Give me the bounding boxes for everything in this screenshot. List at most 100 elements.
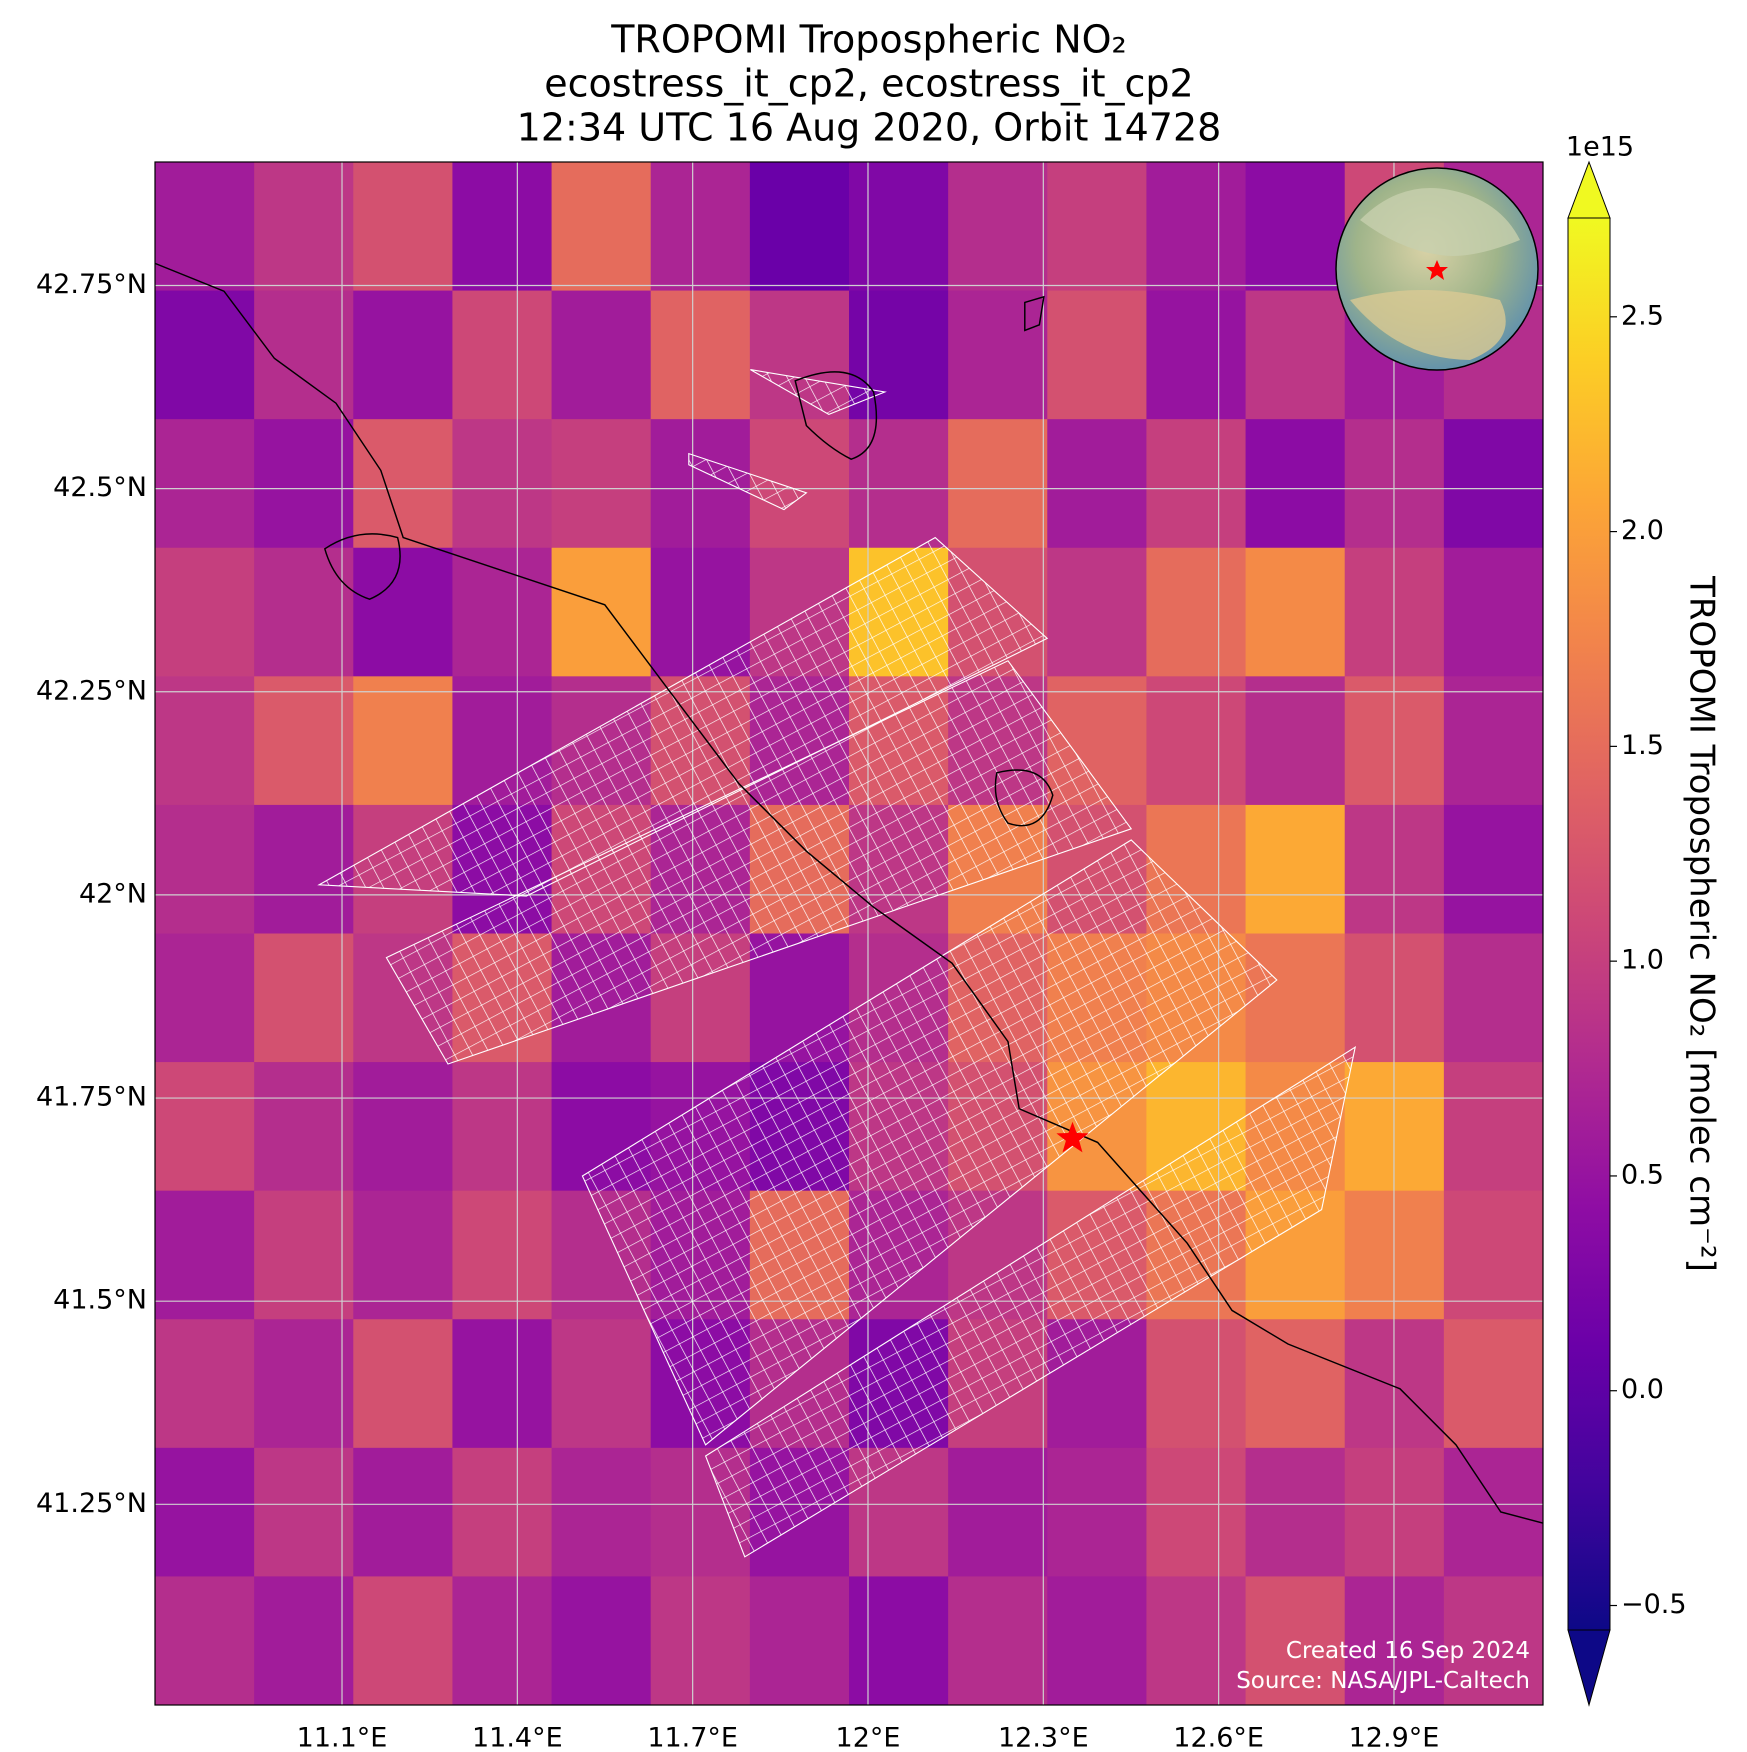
cell (155, 804, 255, 934)
x-tick-label: 12°E (836, 1723, 901, 1752)
cell (155, 933, 255, 1063)
cell (254, 1576, 354, 1705)
cell (749, 1576, 850, 1705)
cell (452, 162, 553, 292)
cell (1245, 676, 1346, 806)
cell (353, 676, 453, 806)
cell (849, 419, 949, 549)
cell (1245, 419, 1346, 549)
cell (353, 1447, 453, 1577)
cell (1146, 162, 1247, 292)
cell (1245, 804, 1346, 934)
site-marker (1056, 1121, 1089, 1153)
globe-inset (1335, 167, 1539, 371)
cell (155, 1062, 255, 1192)
cell (551, 1319, 652, 1449)
cell (155, 676, 255, 806)
y-tick-label: 42°N (79, 878, 147, 909)
credit: Created 16 Sep 2024 (1286, 1638, 1530, 1664)
chart-title: TROPOMI Tropospheric NO₂ (610, 18, 1127, 62)
cell (1443, 1319, 1543, 1449)
colorbar-extend (1567, 1629, 1611, 1707)
x-tick-label: 12.9°E (1349, 1723, 1440, 1752)
cell (1443, 419, 1543, 549)
cell (452, 419, 553, 549)
cell (155, 1190, 255, 1320)
plot-frame (154, 161, 1544, 1706)
cell (1443, 1062, 1543, 1192)
cell (452, 1062, 553, 1192)
cell (1146, 676, 1247, 806)
colorbar-tick-label: 2.0 (1621, 515, 1664, 546)
footprints (155, 262, 1543, 1558)
cell (650, 162, 751, 292)
cell (1443, 1447, 1543, 1577)
chart-title: ecostress_it_cp2, ecostress_it_cp2 (544, 62, 1193, 106)
cell (452, 1190, 553, 1320)
cell (650, 290, 751, 420)
cell (1245, 1319, 1346, 1449)
cell (551, 547, 652, 677)
cell (353, 290, 453, 420)
chart-title: 12:34 UTC 16 Aug 2020, Orbit 14728 (517, 106, 1222, 150)
cell (155, 290, 255, 420)
cell (1146, 290, 1247, 420)
cell (551, 419, 652, 549)
cell (849, 1576, 949, 1705)
cell (1245, 547, 1346, 677)
cell (452, 290, 553, 420)
cell (948, 162, 1048, 292)
cell (551, 162, 652, 292)
cell (254, 419, 354, 549)
cell (353, 547, 453, 677)
cell (948, 1576, 1048, 1705)
cell (254, 1447, 354, 1577)
cell (452, 1447, 553, 1577)
cell (849, 162, 949, 292)
y-tick-label: 42.75°N (36, 269, 147, 300)
cell (1245, 1447, 1346, 1577)
colorbar-tick-label: 2.5 (1621, 300, 1664, 331)
x-tick-label: 11.4°E (472, 1723, 563, 1752)
cell (353, 1190, 453, 1320)
colorbar-tick-label: 1.0 (1621, 945, 1664, 976)
cell (1443, 676, 1543, 806)
cell (1047, 162, 1147, 292)
cell (452, 547, 553, 677)
cell (155, 1447, 255, 1577)
cell (1245, 290, 1346, 420)
cell (749, 162, 850, 292)
colorbar-tick-label: −0.5 (1621, 1589, 1687, 1620)
cell (1047, 547, 1147, 677)
colorbar-offset: 1e15 (1566, 132, 1634, 163)
cell (353, 1319, 453, 1449)
y-tick-label: 41.5°N (53, 1285, 147, 1316)
cell (1146, 547, 1247, 677)
cell (1047, 419, 1147, 549)
cell (1146, 1576, 1247, 1705)
credit: Source: NASA/JPL-Caltech (1236, 1668, 1530, 1694)
cell (1245, 1576, 1346, 1705)
cell (551, 1576, 652, 1705)
cell (254, 1062, 354, 1192)
cell (1146, 1447, 1247, 1577)
cell (1146, 1319, 1247, 1449)
cell (155, 1319, 255, 1449)
cell (1443, 804, 1543, 934)
cell (1146, 419, 1247, 549)
x-tick-label: 12.3°E (998, 1723, 1089, 1752)
cell (1443, 933, 1543, 1063)
cell (254, 933, 354, 1063)
cell (353, 1576, 453, 1705)
cell (1245, 162, 1346, 292)
x-tick-label: 11.7°E (647, 1723, 738, 1752)
colorbar-tick-label: 1.5 (1621, 730, 1664, 761)
cell (254, 290, 354, 420)
cell (551, 290, 652, 420)
cell (155, 1576, 255, 1705)
cell (452, 1319, 553, 1449)
cell (254, 804, 354, 934)
cell (353, 162, 453, 292)
cell (353, 1062, 453, 1192)
